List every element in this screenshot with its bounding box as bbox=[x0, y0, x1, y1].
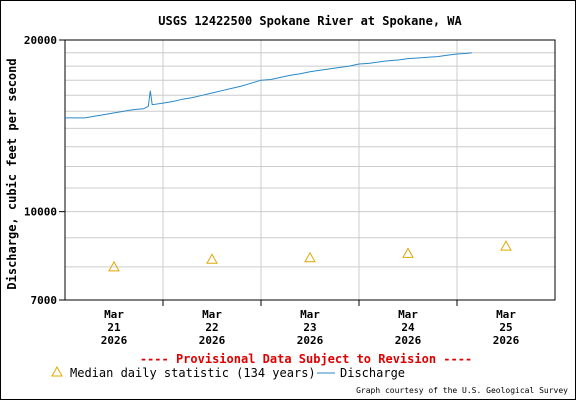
discharge-line bbox=[65, 52, 472, 119]
x-axis: Mar212026Mar222026Mar232026Mar242026Mar2… bbox=[101, 300, 520, 347]
x-tick-label: Mar bbox=[398, 308, 418, 321]
provisional-notice: ---- Provisional Data Subject to Revisio… bbox=[140, 352, 472, 366]
median-point bbox=[206, 253, 218, 264]
x-tick-label: 21 bbox=[107, 321, 121, 334]
x-tick-label: 2026 bbox=[101, 334, 128, 347]
x-tick-label: 2026 bbox=[199, 334, 226, 347]
x-tick-label: Mar bbox=[300, 308, 320, 321]
plot-area-border bbox=[64, 39, 556, 301]
x-tick-label: 2026 bbox=[493, 334, 520, 347]
legend-median-marker bbox=[51, 365, 63, 377]
credit-line: Graph courtesy of the U.S. Geological Su… bbox=[356, 386, 568, 395]
x-tick-label: 22 bbox=[205, 321, 218, 334]
x-tick-label: 2026 bbox=[297, 334, 324, 347]
median-point bbox=[402, 247, 414, 258]
y-tick-label: 10000 bbox=[24, 206, 57, 219]
gridlines bbox=[65, 39, 555, 301]
x-tick-label: 2026 bbox=[395, 334, 422, 347]
x-tick-label: 23 bbox=[303, 321, 316, 334]
legend-median-label: Median daily statistic (134 years) bbox=[70, 366, 316, 380]
y-tick-label: 7000 bbox=[31, 294, 58, 307]
median-point bbox=[108, 260, 120, 272]
x-tick-label: 25 bbox=[499, 321, 512, 334]
legend: Median daily statistic (134 years) Disch… bbox=[51, 365, 405, 380]
chart-title: USGS 12422500 Spokane River at Spokane, … bbox=[158, 14, 462, 28]
x-tick-label: 24 bbox=[401, 321, 415, 334]
median-point bbox=[500, 240, 512, 251]
x-tick-label: Mar bbox=[496, 308, 516, 321]
y-axis-label: Discharge, cubic feet per second bbox=[5, 58, 19, 289]
legend-discharge-label: Discharge bbox=[340, 366, 405, 380]
x-tick-label: Mar bbox=[104, 308, 124, 321]
y-axis: 7000 10000 20000 bbox=[24, 34, 65, 307]
median-point bbox=[304, 251, 316, 263]
y-tick-label: 20000 bbox=[24, 34, 57, 47]
x-tick-label: Mar bbox=[202, 308, 222, 321]
series-layer bbox=[65, 52, 512, 272]
